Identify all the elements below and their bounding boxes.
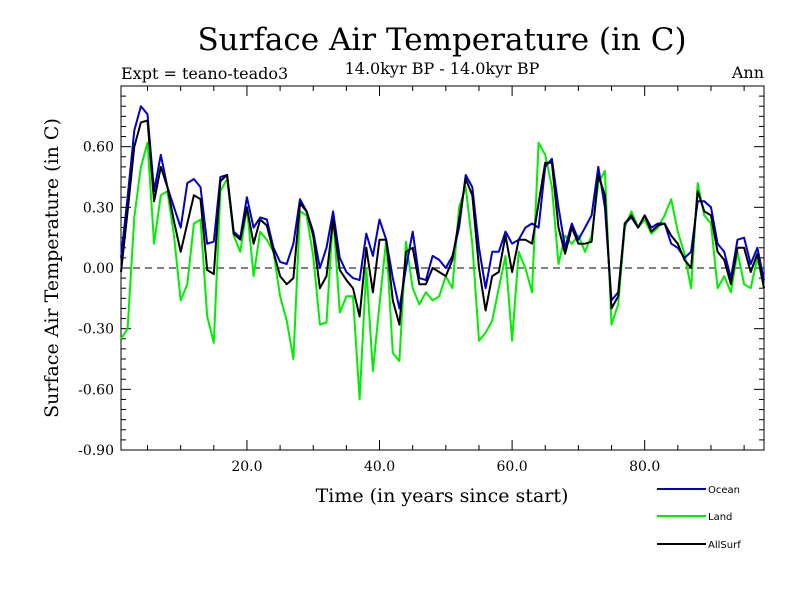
season-label: Ann: [731, 63, 764, 82]
x-tick-label: 80.0: [629, 459, 660, 475]
chart-title: Surface Air Temperature (in C): [197, 22, 686, 58]
x-tick-label: 20.0: [231, 459, 262, 475]
y-tick-label: -0.90: [78, 443, 114, 459]
experiment-label: Expt = teano-teado3: [121, 64, 288, 83]
legend: Ocean Land AllSurf: [657, 485, 741, 551]
legend-label-land: Land: [708, 512, 732, 523]
legend-label-ocean: Ocean: [708, 485, 740, 496]
y-tick-label: -0.30: [78, 322, 114, 338]
series-line-land: [120, 141, 765, 401]
y-tick-label: -0.60: [78, 382, 114, 398]
y-tick-label: 0.60: [83, 140, 114, 156]
x-tick-label: 60.0: [497, 459, 528, 475]
y-tick-label: 0.30: [83, 200, 114, 216]
legend-label-allsurf: AllSurf: [708, 540, 741, 551]
y-axis-label: Surface Air Temperature (in C): [41, 118, 63, 418]
plot-area: 20.0 40.0 60.0 80.0 -0.90 -0.60 -0.30 0.00 0.30 0…: [78, 85, 765, 475]
chart-subtitle: 14.0kyr BP - 14.0kyr BP: [345, 59, 540, 78]
y-tick-label: 0.00: [83, 261, 114, 277]
x-tick-label: 40.0: [364, 459, 395, 475]
x-axis-label: Time (in years since start): [316, 485, 569, 507]
series-line-allsurf: [120, 119, 765, 326]
